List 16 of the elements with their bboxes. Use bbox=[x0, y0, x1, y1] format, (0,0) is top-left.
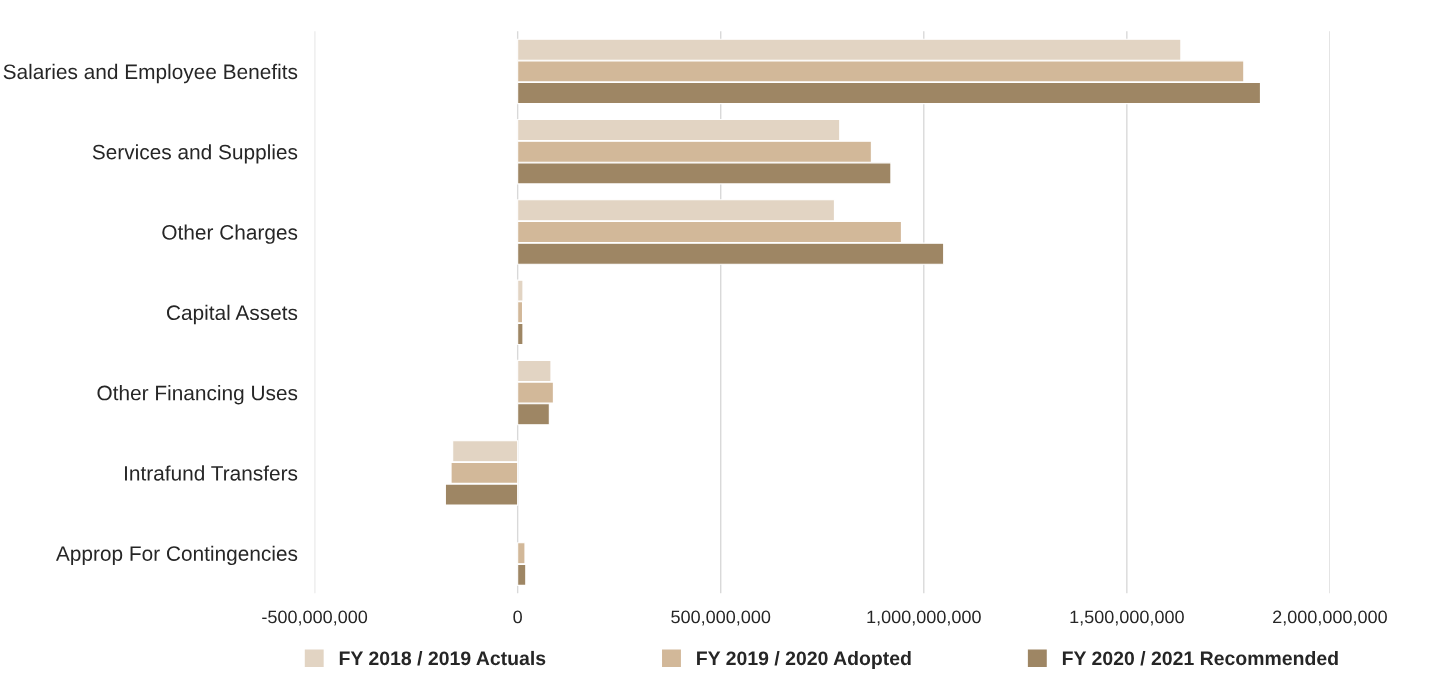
x-tick-label: 0 bbox=[513, 610, 522, 624]
legend-label: FY 2019 / 2020 Adopted bbox=[697, 650, 911, 670]
y-tick-label: Intrafund Transfers bbox=[125, 465, 298, 481]
legend-label: FY 2020 / 2021 Recommended bbox=[1062, 650, 1338, 666]
y-tick-label: Capital Assets bbox=[166, 304, 298, 325]
y-tick-label: Approp For Contingencies bbox=[55, 545, 298, 566]
y-tick-label: Services and Supplies bbox=[92, 144, 298, 164]
y-tick-label: Other Charges bbox=[162, 224, 298, 244]
x-tick-label: -500,000,000 bbox=[262, 610, 368, 626]
x-tick-label: 500,000,000 bbox=[671, 610, 771, 626]
x-tick-label: 2,000,000,000 bbox=[1273, 610, 1387, 626]
x-tick-label: 1,500,000,000 bbox=[1070, 610, 1184, 626]
y-tick-label: Salaries and Employee Benefits bbox=[3, 63, 298, 84]
y-tick-label: Other Financing Uses bbox=[97, 385, 298, 405]
x-tick-label: 1,000,000,000 bbox=[867, 610, 981, 626]
legend-label: FY 2018 / 2019 Actuals bbox=[339, 650, 546, 666]
